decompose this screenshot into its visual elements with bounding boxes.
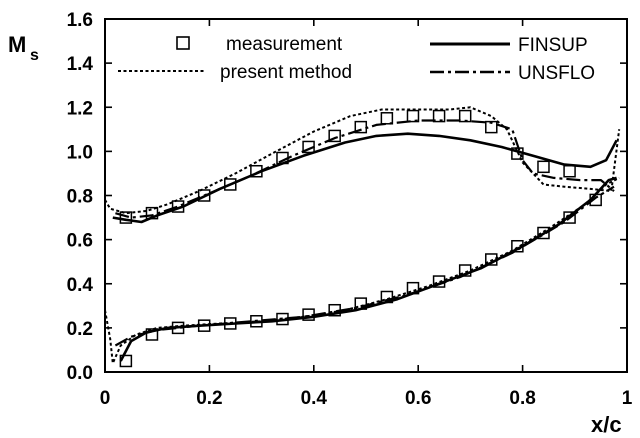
series-layer: [104, 106, 621, 368]
measurement-upper-point: [328, 129, 341, 143]
measurement-lower-point: [145, 328, 159, 341]
x-axis-label: x/c: [591, 412, 622, 437]
legend-label-finsup: FINSUP: [518, 35, 588, 56]
measurement-upper-point: [563, 164, 576, 178]
measurement-upper-point: [380, 112, 394, 125]
x-tick-label: 0.2: [196, 388, 222, 409]
legend-label-measurement: measurement: [226, 34, 343, 55]
finsup-lower-line: [119, 176, 617, 362]
legend: measurement present method FINSUP UNSFLO: [118, 34, 595, 84]
measurement-upper-point: [406, 109, 420, 123]
finsup-upper-line: [112, 132, 618, 224]
present-method-upper-line: [104, 106, 621, 215]
y-axis-ticks: 0.0 0.2 0.4 0.6 0.8 1.0 1.2 1.4 1.6: [67, 10, 627, 384]
x-tick-label: 0: [100, 388, 111, 409]
y-axis-label: M: [8, 32, 26, 57]
y-axis-label-subscript: s: [30, 47, 39, 64]
unsflo-upper-line: [115, 119, 615, 219]
y-tick-label: 0.4: [67, 275, 94, 296]
y-tick-label: 1.6: [67, 10, 93, 31]
y-tick-label: 1.0: [67, 142, 93, 163]
x-axis-ticks: 0 0.2 0.4 0.6 0.8 1: [100, 19, 633, 409]
legend-marker-measurement: [176, 36, 190, 50]
measurement-upper-point: [537, 160, 550, 174]
x-tick-label: 0.6: [405, 388, 431, 409]
y-tick-label: 0.2: [67, 319, 93, 340]
y-tick-label: 0.6: [67, 231, 93, 252]
x-tick-label: 0.8: [509, 388, 535, 409]
legend-label-unsflo: UNSFLO: [518, 63, 595, 84]
measurement-upper-point: [432, 109, 446, 123]
unsflo-lower-line: [114, 185, 615, 347]
y-tick-label: 0.0: [67, 363, 93, 384]
legend-label-present-method: present method: [220, 62, 352, 83]
y-tick-label: 1.2: [67, 98, 93, 119]
measurement-lower-point: [119, 354, 133, 368]
y-tick-label: 0.8: [67, 187, 93, 208]
x-tick-label: 0.4: [301, 388, 328, 409]
y-tick-label: 1.4: [67, 54, 94, 75]
x-tick-label: 1: [622, 388, 633, 409]
